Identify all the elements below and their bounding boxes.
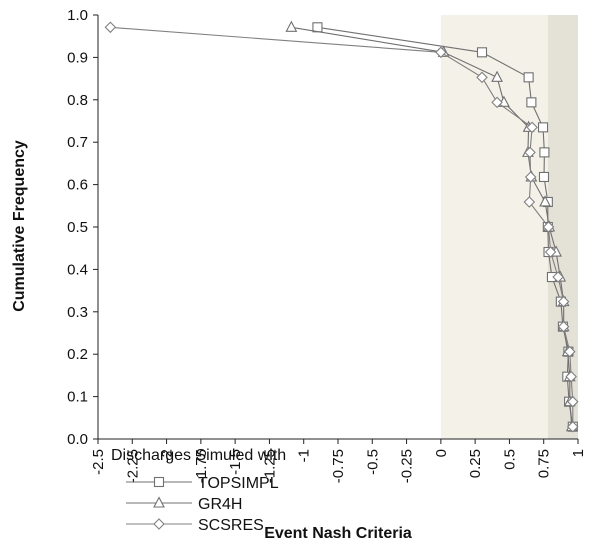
legend-marker — [153, 496, 165, 508]
legend-label: SCSRES — [198, 517, 264, 534]
y-tick-label: 0.5 — [67, 219, 88, 236]
data-point — [539, 147, 550, 158]
data-point — [523, 196, 536, 208]
data-point — [491, 96, 503, 109]
x-tick-label: -0.5 — [364, 449, 381, 475]
data-point — [563, 345, 576, 358]
y-tick-label: 0.2 — [67, 346, 88, 363]
y-tick-label: 0.0 — [67, 431, 88, 448]
data-point — [537, 122, 549, 133]
series-scsres — [104, 21, 579, 433]
data-point — [557, 295, 570, 308]
shaded-bands — [440, 15, 578, 439]
ticks: 0.0 0.1 0.2 0.3 0.4 0.5 0.6 0.7 0.8 0.9 1.0 -2.5 -2.… — [67, 7, 587, 483]
x-tick-label: -1.25 — [261, 449, 278, 483]
data-point — [476, 71, 488, 84]
x-tick-label: -0.25 — [399, 449, 416, 483]
data-point — [435, 46, 447, 59]
data-point — [567, 395, 579, 408]
x-tick-label: 1 — [570, 449, 587, 457]
data-point — [104, 21, 117, 34]
x-tick-label: -0.75 — [330, 449, 347, 483]
y-tick-label: 0.9 — [67, 49, 88, 66]
y-tick-label: 0.8 — [67, 92, 88, 109]
legend-marker — [153, 518, 165, 530]
data-point — [285, 20, 298, 32]
x-tick-label: 0.5 — [501, 449, 518, 470]
x-tick-label: 0.25 — [467, 449, 484, 478]
data-point — [312, 22, 323, 33]
data-point — [539, 195, 551, 207]
data-point — [476, 47, 488, 58]
y-tick-label: 0.7 — [67, 134, 88, 151]
x-tick-label: -2.5 — [90, 449, 107, 475]
data-point — [542, 221, 555, 233]
x-tick-label: -2 — [159, 449, 176, 462]
y-axis-title: Cumulative Frequency — [11, 140, 28, 312]
x-tick-label: -1.75 — [193, 449, 210, 483]
legend-title: Discharges Simuled with — [111, 447, 286, 464]
data-point — [565, 370, 577, 383]
data-point — [524, 146, 536, 159]
y-tick-label: 1.0 — [67, 7, 88, 24]
legend-marker — [153, 476, 165, 488]
data-point — [524, 171, 537, 183]
data-point — [523, 72, 534, 83]
series-layer — [104, 20, 579, 433]
data-point — [526, 121, 538, 134]
legend-label: TOPSIMPL — [198, 475, 279, 492]
data-point — [491, 70, 503, 82]
y-tick-label: 0.3 — [67, 304, 88, 321]
x-tick-label: -2.25 — [124, 449, 141, 483]
data-point — [526, 97, 537, 108]
data-point — [544, 246, 557, 258]
x-axis-title: Event Nash Criteria — [264, 525, 412, 542]
x-tick-label: 0.75 — [536, 449, 553, 478]
data-point — [552, 271, 564, 283]
legend: Discharges Simuled with TOPSIMPL GR4H SCSR… — [111, 447, 286, 534]
data-point — [557, 320, 570, 333]
x-tick-label: -1.5 — [227, 449, 244, 475]
x-tick-label: -1 — [296, 449, 313, 462]
y-tick-label: 0.6 — [67, 177, 88, 194]
y-tick-label: 0.4 — [67, 261, 88, 278]
data-point — [538, 171, 550, 183]
legend-label: GR4H — [198, 496, 242, 513]
x-tick-label: 0 — [433, 449, 450, 457]
data-point — [567, 420, 579, 433]
y-tick-label: 0.1 — [67, 389, 88, 406]
